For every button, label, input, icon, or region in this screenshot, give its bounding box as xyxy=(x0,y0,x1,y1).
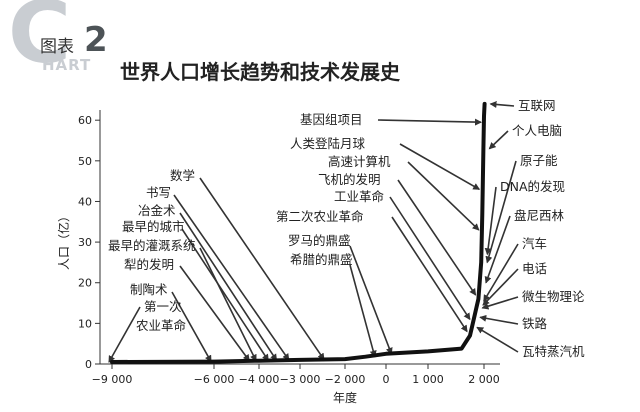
annotation-arrow xyxy=(179,265,250,362)
annotation-label: 瓦特蒸汽机 xyxy=(522,344,585,359)
chart-badge: C HART 图表 2 xyxy=(6,0,116,78)
annotation-labels: 基因组项目人类登陆月球高速计算机飞机的发明工业革命第二次农业革命罗马的鼎盛希腊的… xyxy=(108,98,585,359)
y-tick-label: 50 xyxy=(78,155,92,168)
annotation-arrow xyxy=(349,264,377,358)
axes: 0 10 20 30 40 50 60 −9 000 −6 000 −4 000 −3 000 −2 … xyxy=(56,110,500,405)
annotation-arrow xyxy=(399,143,481,190)
annotation-arrow xyxy=(476,326,519,353)
x-tick-label: −4 000 xyxy=(239,373,280,386)
annotation-arrow xyxy=(481,296,519,310)
x-tick-label: 2 000 xyxy=(468,373,500,386)
annotation-label: 第二次农业革命 xyxy=(276,209,364,224)
annotation-label: 数学 xyxy=(170,168,195,183)
annotation-arrow xyxy=(482,268,519,306)
annotation-label: 罗马的鼎盛 xyxy=(288,233,351,248)
annotation-label: 互联网 xyxy=(518,98,556,113)
annotation-label: 最早的城市 xyxy=(122,219,185,234)
annotation-label: 农业革命 xyxy=(136,318,187,333)
annotation-label: 书写 xyxy=(146,185,171,200)
annotation-arrow xyxy=(199,247,257,362)
y-tick-label: 0 xyxy=(85,358,92,371)
annotation-label: 希腊的鼎盛 xyxy=(290,252,353,267)
y-tick-label: 40 xyxy=(78,195,92,208)
annotation-arrow xyxy=(108,306,141,363)
annotation-label: 个人电脑 xyxy=(512,123,562,138)
badge-word: HART xyxy=(42,56,92,74)
annotation-label: 汽车 xyxy=(522,236,547,251)
annotation-arrow xyxy=(199,177,325,361)
annotation-arrow xyxy=(179,212,278,362)
annotation-arrow xyxy=(488,130,509,150)
y-tick-label: 60 xyxy=(78,114,92,127)
y-tick-label: 20 xyxy=(78,277,92,290)
annotation-arrow xyxy=(349,245,393,355)
y-tick-label: 10 xyxy=(78,317,92,330)
x-tick-label: −6 000 xyxy=(194,373,235,386)
annotation-label: 高速计算机 xyxy=(328,154,391,169)
x-tick-label: 1 000 xyxy=(412,373,444,386)
x-tick-label: −3 000 xyxy=(280,373,321,386)
annotation-label: DNA的发现 xyxy=(500,179,565,194)
badge-figure-label: 图表 xyxy=(40,37,74,57)
y-axis-title: 人口（亿） xyxy=(56,210,71,270)
annotation-label: 铁路 xyxy=(522,316,548,331)
data-series xyxy=(110,101,487,364)
annotation-arrow xyxy=(391,216,468,333)
badge-big-letter: C xyxy=(8,0,72,83)
annotation-leaders xyxy=(108,100,519,363)
annotation-label: 原子能 xyxy=(520,153,558,168)
annotation-label: 盘尼西林 xyxy=(514,208,565,223)
annotation-label: 犁的发明 xyxy=(124,257,174,272)
annotation-label: 飞机的发明 xyxy=(318,172,381,187)
chart-title: 世界人口增长趋势和技术发展史 xyxy=(120,60,400,84)
x-tick-label: −2 000 xyxy=(325,373,366,386)
annotation-label: 制陶术 xyxy=(130,282,168,297)
annotation-arrow xyxy=(479,314,519,325)
badge-figure-number: 2 xyxy=(84,20,108,60)
annotation-label: 微生物理论 xyxy=(522,289,585,304)
annotation-label: 工业革命 xyxy=(334,189,385,204)
annotation-label: 人类登陆月球 xyxy=(290,136,366,151)
annotation-label: 第一次 xyxy=(144,299,182,314)
annotation-arrow xyxy=(389,196,471,321)
x-tick-label: 0 xyxy=(383,373,390,386)
annotation-arrow xyxy=(485,160,517,264)
annotation-arrow xyxy=(484,186,497,256)
annotation-arrow xyxy=(397,179,477,296)
annotation-arrow xyxy=(181,228,269,362)
x-tick-label: −9 000 xyxy=(92,373,133,386)
annotation-label: 基因组项目 xyxy=(300,112,363,127)
annotation-arrow xyxy=(171,291,212,363)
annotation-arrow xyxy=(407,161,480,231)
annotation-arrow xyxy=(483,243,519,302)
population-line xyxy=(110,101,487,364)
annotation-arrow xyxy=(377,118,482,126)
annotation-arrow xyxy=(489,100,515,108)
x-axis-title: 年度 xyxy=(333,390,357,405)
annotation-label: 冶金术 xyxy=(138,203,176,218)
annotation-label: 最早的灌溉系统 xyxy=(108,238,196,253)
annotation-arrow xyxy=(173,194,290,361)
y-tick-label: 30 xyxy=(78,236,92,249)
annotation-arrow xyxy=(484,215,511,284)
annotation-label: 电话 xyxy=(522,261,547,276)
